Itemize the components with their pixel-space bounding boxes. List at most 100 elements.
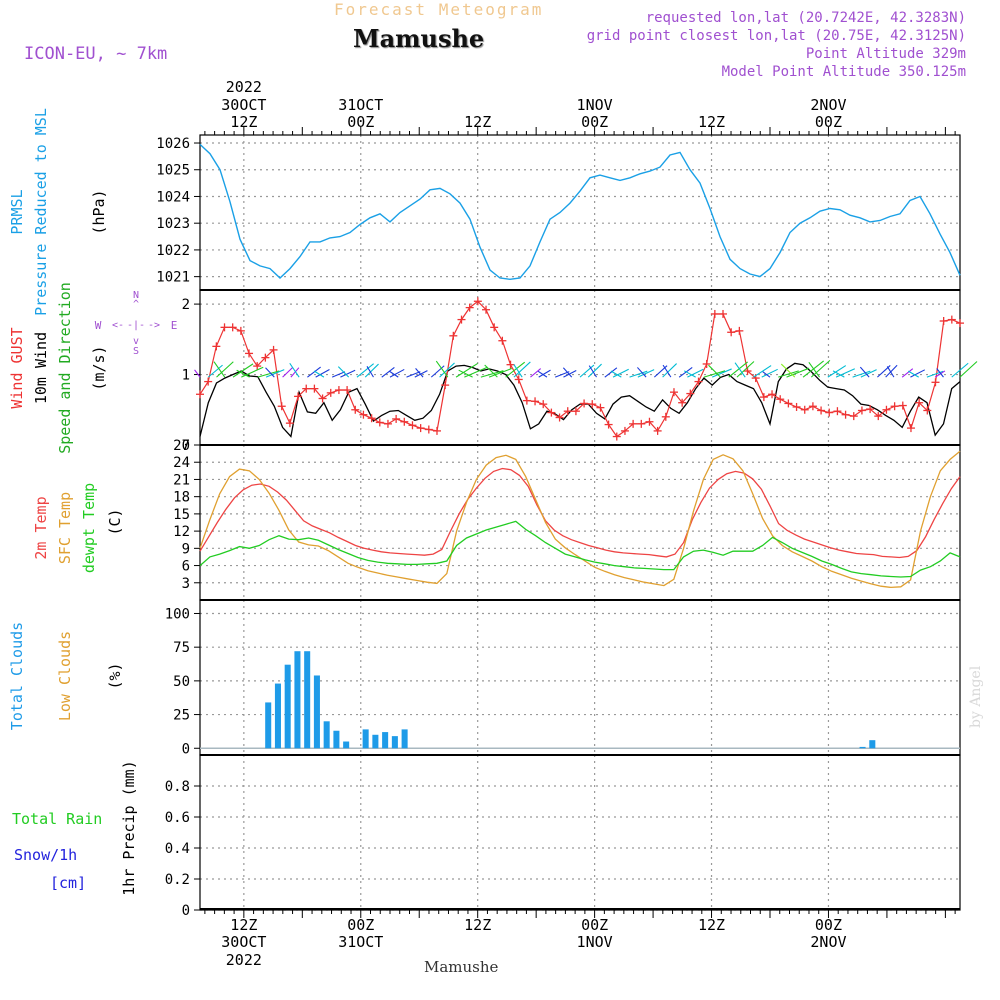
wind-arrow	[213, 361, 226, 378]
wind-arrow	[289, 362, 300, 378]
bottom-date-label: 30OCT	[221, 933, 266, 951]
gust-marker	[449, 331, 458, 340]
bottom-hour-label: 12Z	[464, 916, 491, 934]
compass-center: -|-	[127, 320, 145, 331]
wind-arrow	[356, 363, 374, 378]
pressure-unit: (hPa)	[90, 189, 108, 234]
gust-marker	[506, 360, 515, 369]
y-tick-label: 100	[165, 606, 190, 622]
compass-w: W	[95, 319, 102, 332]
footer-station: Mamushe	[424, 958, 499, 976]
gust-marker	[514, 375, 523, 384]
bottom-hour-label: 12Z	[698, 916, 725, 934]
gust-marker	[629, 419, 638, 428]
wind-arrow	[307, 366, 321, 378]
y-tick-label: 1022	[156, 243, 190, 259]
gridpoint-coords: grid point closest lon,lat (20.75E, 42.3…	[586, 28, 966, 44]
wind-arrow	[315, 369, 330, 378]
cloud-bar	[274, 683, 281, 749]
wind-arrow	[959, 361, 978, 378]
wind-arrow	[728, 361, 748, 378]
wind-arrow	[678, 366, 693, 378]
gust-marker	[620, 426, 629, 435]
compass-e: E	[171, 319, 178, 332]
y-tick-label: 0	[182, 741, 190, 757]
gust-marker	[882, 405, 891, 414]
cloud-bar	[284, 664, 291, 749]
gust-marker	[857, 406, 866, 415]
wind-arrow	[687, 368, 704, 378]
gust-marker	[678, 398, 687, 407]
gust-marker	[947, 315, 956, 324]
gust-marker	[833, 407, 842, 416]
gust-marker	[196, 390, 204, 399]
top-year-label: 2022	[226, 78, 262, 96]
cloud-bar	[323, 721, 330, 749]
y-tick-label: 12	[173, 524, 190, 540]
compass-down-arrow: v	[133, 336, 139, 347]
top-date-label: 2NOV	[810, 96, 846, 114]
y-tick-label: 0.4	[165, 841, 190, 857]
gust-marker	[228, 323, 237, 332]
y-tick-label: 9	[182, 541, 190, 557]
wind-arrow	[907, 370, 919, 378]
gust-marker	[702, 359, 711, 368]
wind-arrow	[662, 364, 672, 378]
wind-arrow	[389, 370, 399, 378]
gust-marker	[441, 381, 450, 390]
gust-marker	[890, 402, 899, 411]
gust-marker	[825, 408, 834, 417]
temp-sfc-line	[199, 450, 961, 589]
wind-arrow	[313, 370, 325, 378]
gust-marker	[465, 303, 474, 312]
bottom-year-label: 2022	[226, 951, 262, 969]
wind-arrow	[513, 364, 523, 378]
gust-marker	[686, 389, 695, 398]
wind-arrow	[926, 370, 944, 378]
wind-arrow	[629, 370, 648, 378]
wind-arrow	[610, 370, 622, 378]
panel-frame	[199, 754, 961, 911]
wind-arrow	[488, 367, 512, 378]
wind-arrow	[265, 369, 285, 378]
wind-arrow	[364, 363, 379, 378]
wind-arrow	[587, 363, 602, 378]
gust-marker	[808, 402, 817, 411]
top-date-label: 1NOV	[577, 96, 613, 114]
y-tick-label: 18	[173, 490, 190, 506]
temp-2m-label: 2m Temp	[32, 496, 50, 559]
gust-marker	[245, 349, 254, 358]
top-hour-label: 00Z	[581, 113, 608, 131]
compass-up-arrow: ^	[133, 299, 139, 310]
point-altitude: Point Altitude 329m	[805, 46, 966, 62]
gust-marker	[923, 406, 932, 415]
gust-marker	[375, 418, 384, 427]
gust-marker	[612, 432, 621, 441]
gust-marker	[931, 378, 940, 387]
wind-arrow	[761, 368, 778, 378]
gust-marker	[906, 424, 915, 433]
wind-arrow	[232, 363, 254, 378]
wind-arrow	[951, 362, 969, 378]
top-hour-label: 12Z	[698, 113, 725, 131]
bottom-date-label: 31OCT	[338, 933, 383, 951]
gust-marker	[220, 323, 229, 332]
gust-marker	[841, 410, 850, 419]
cloud-bar	[372, 734, 379, 749]
snow-label: Snow/1h	[14, 846, 77, 864]
wind-arrow	[734, 362, 746, 378]
wind-arrow	[780, 363, 796, 378]
wind-arrow	[612, 368, 629, 378]
gust-marker	[351, 405, 360, 414]
low-clouds-label: Low Clouds	[56, 631, 74, 721]
wind-arrow	[736, 361, 755, 378]
gust-marker	[776, 395, 785, 404]
gust-marker	[849, 412, 858, 421]
gust-marker	[898, 401, 907, 410]
wind-arrow	[389, 368, 405, 378]
gust-marker	[604, 420, 613, 429]
wind-arrow	[290, 367, 300, 378]
wind-arrow	[265, 367, 275, 378]
gust-marker	[482, 305, 491, 314]
